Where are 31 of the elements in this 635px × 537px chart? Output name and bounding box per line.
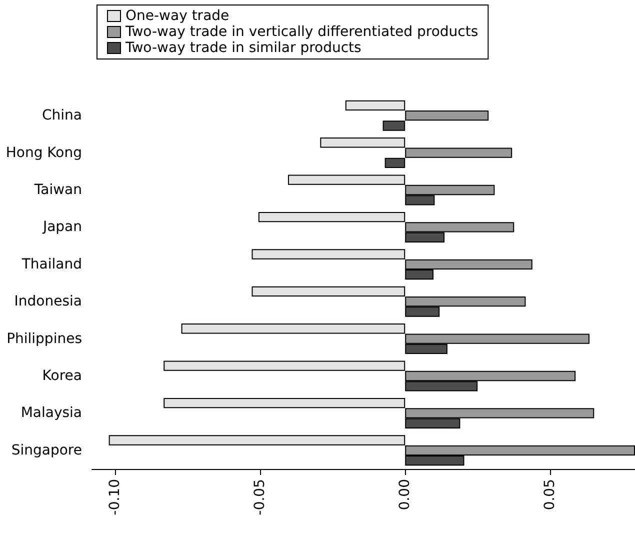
- y-tick-label: Indonesia: [14, 294, 82, 310]
- bar: [405, 148, 512, 158]
- bar: [384, 158, 406, 168]
- bar: [345, 100, 406, 111]
- y-tick-label: Thailand: [20, 256, 82, 272]
- y-tick-label: Taiwan: [33, 182, 82, 198]
- y-tick-label: Malaysia: [20, 405, 82, 422]
- bar: [288, 174, 406, 185]
- bar: [258, 212, 406, 222]
- bar: [164, 398, 406, 408]
- x-tick-label: 0.00: [397, 479, 414, 510]
- x-tick-label: -0.05: [252, 479, 268, 516]
- bar: [320, 138, 406, 148]
- bar: [382, 120, 406, 131]
- y-tick-label: Singapore: [11, 442, 82, 458]
- y-tick-label: Korea: [42, 368, 82, 384]
- legend-label: One-way trade: [126, 8, 230, 24]
- bar: [405, 110, 489, 121]
- y-tick-label: Philippines: [6, 330, 82, 347]
- x-tick-label: 0.05: [542, 479, 558, 510]
- bar: [108, 435, 406, 446]
- bar: [252, 249, 406, 260]
- legend-label: Two-way trade in vertically differentiated products: [124, 24, 478, 40]
- y-tick-label: Japan: [42, 219, 82, 236]
- y-tick-label: Hong Kong: [6, 144, 82, 161]
- y-tick-label: China: [42, 108, 82, 124]
- legend-label: Two-way trade in similar products: [124, 40, 362, 56]
- x-tick-label: -0.10: [107, 479, 124, 516]
- bar: [252, 286, 406, 297]
- bar: [181, 324, 406, 334]
- bar: [164, 360, 406, 371]
